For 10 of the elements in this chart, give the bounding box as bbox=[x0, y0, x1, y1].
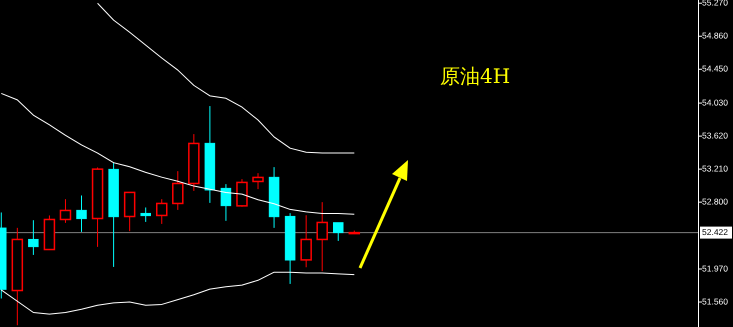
y-tick-label: 53.620 bbox=[702, 130, 728, 140]
y-tick-label: 52.800 bbox=[702, 196, 728, 206]
y-tick-label: 54.030 bbox=[702, 97, 728, 108]
y-tick-label: 54.450 bbox=[702, 64, 728, 74]
y-tick-label: 53.210 bbox=[702, 163, 728, 174]
y-tick-label: 54.860 bbox=[702, 30, 728, 40]
y-tick-label: 51.970 bbox=[702, 263, 728, 274]
text: 原油4H bbox=[440, 64, 510, 88]
y-tick-label: 51.560 bbox=[702, 296, 728, 306]
ref-line-label: 52.422 bbox=[702, 226, 728, 237]
